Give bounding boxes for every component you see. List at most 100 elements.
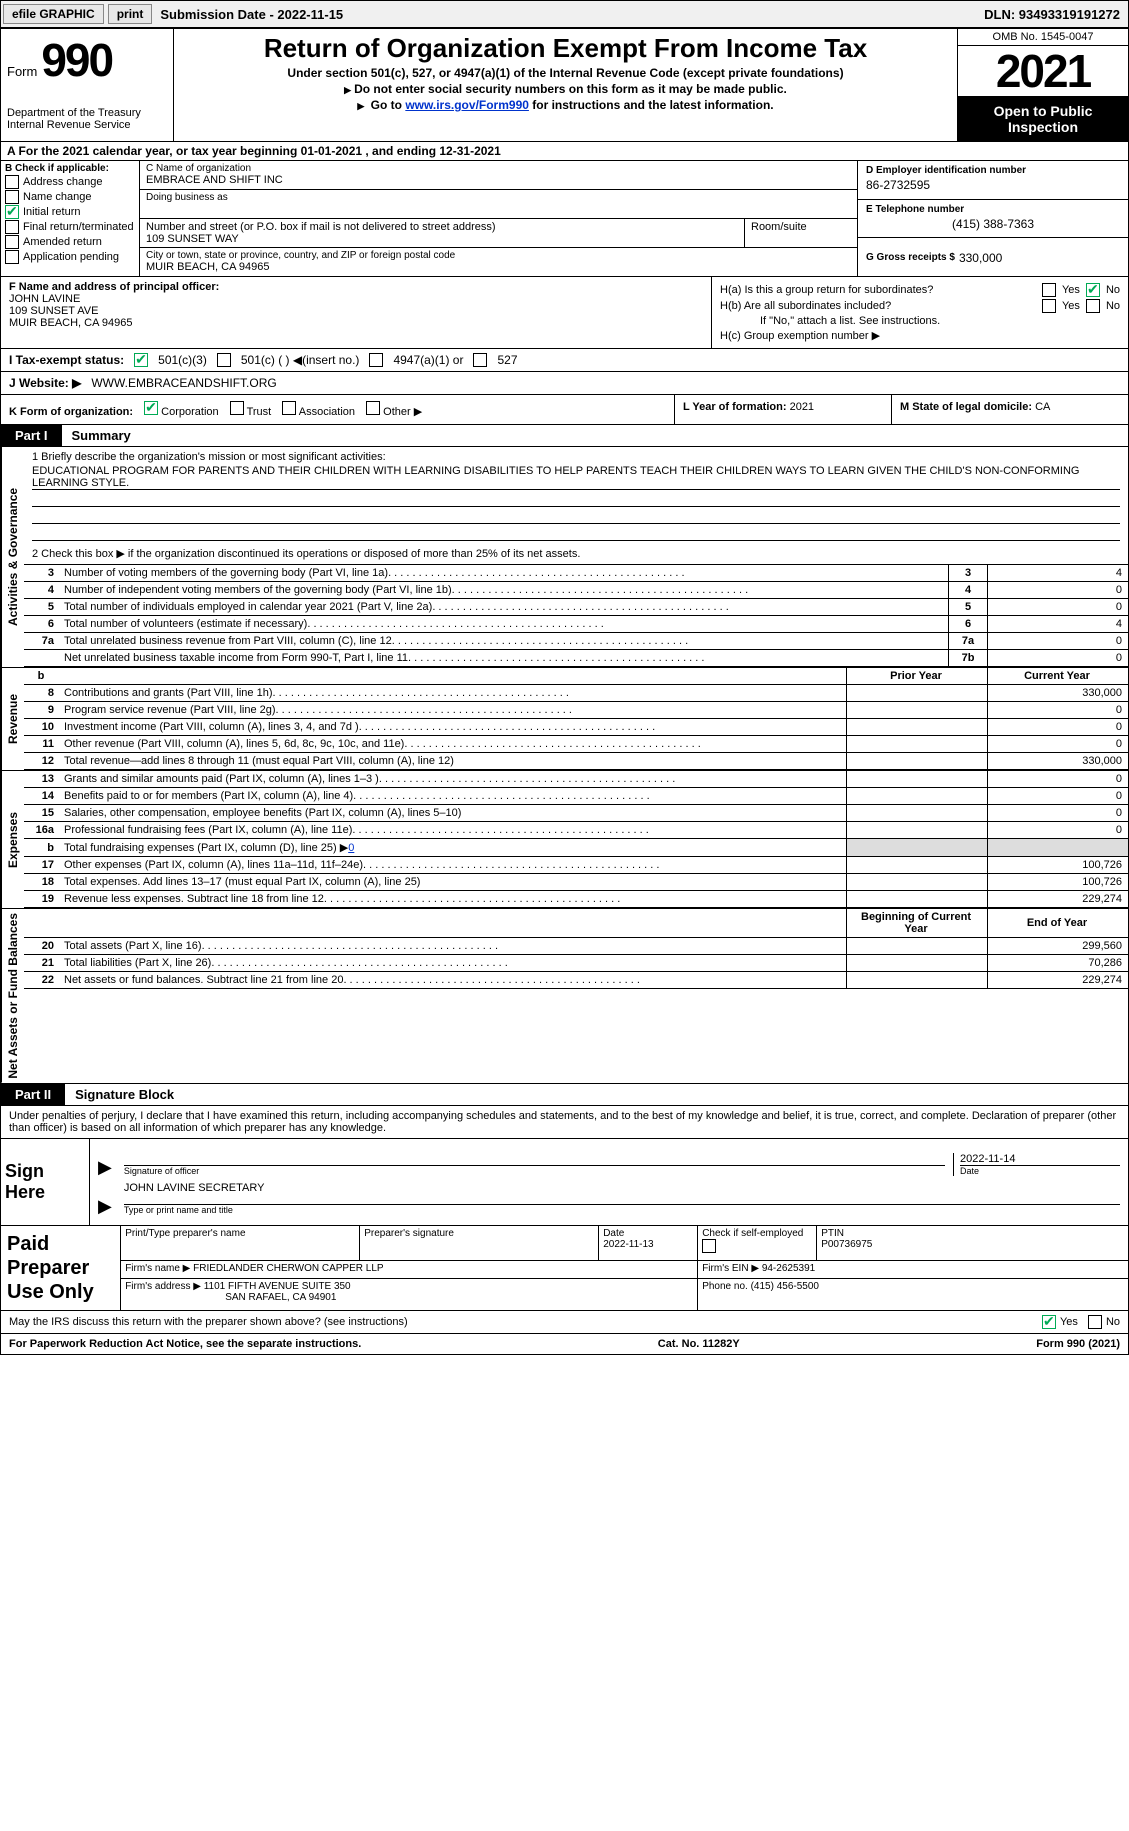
irs-gov-link[interactable]: www.irs.gov/Form990: [405, 98, 529, 112]
chk-app-pending[interactable]: [5, 250, 19, 264]
row-a-calendar-year: A For the 2021 calendar year, or tax yea…: [0, 142, 1129, 161]
ha-no-chk[interactable]: [1086, 283, 1100, 297]
officer-street: 109 SUNSET AVE: [9, 305, 703, 317]
chk-association[interactable]: [282, 401, 296, 415]
vtab-net-assets: Net Assets or Fund Balances: [1, 909, 24, 1083]
city-label: City or town, state or province, country…: [146, 250, 851, 261]
part-1-title: Summary: [62, 425, 141, 446]
chk-4947[interactable]: [369, 353, 383, 367]
name-label: Type or print name and title: [124, 1205, 1120, 1215]
print-button[interactable]: print: [108, 4, 153, 24]
sign-here-block: Sign Here ▶ Signature of officer 2022-11…: [0, 1139, 1129, 1226]
footer-left: For Paperwork Reduction Act Notice, see …: [9, 1338, 361, 1350]
sign-date-label: Date: [960, 1166, 1120, 1176]
triangle-icon: ▶: [98, 1158, 112, 1176]
officer-name: JOHN LAVINE: [9, 293, 703, 305]
part-1-tag: Part I: [1, 425, 62, 446]
dept-treasury: Department of the Treasury Internal Reve…: [7, 107, 167, 131]
expenses-table: 13Grants and similar amounts paid (Part …: [24, 771, 1128, 908]
dln-label: DLN: 93493319191272: [984, 7, 1120, 22]
hb-no-chk[interactable]: [1086, 299, 1100, 313]
officer-signature-field[interactable]: [124, 1143, 945, 1166]
tel-value: (415) 388-7363: [866, 217, 1120, 231]
chk-other[interactable]: [366, 401, 380, 415]
vtab-revenue: Revenue: [1, 668, 24, 770]
irs-yes-chk[interactable]: [1042, 1315, 1056, 1329]
sig-label: Signature of officer: [124, 1166, 945, 1176]
row-i-tax-exempt: I Tax-exempt status: 501(c)(3) 501(c) ( …: [1, 349, 1128, 372]
footer: For Paperwork Reduction Act Notice, see …: [0, 1334, 1129, 1355]
triangle-icon: ▶: [98, 1197, 112, 1215]
chk-501c3[interactable]: [134, 353, 148, 367]
ha-label: H(a) Is this a group return for subordin…: [720, 284, 1036, 296]
chk-initial-return[interactable]: [5, 205, 19, 219]
q1-label: 1 Briefly describe the organization's mi…: [32, 451, 1120, 463]
hb-note: If "No," attach a list. See instructions…: [720, 315, 1120, 327]
room-label: Room/suite: [751, 221, 851, 233]
tax-year: 2021: [958, 46, 1128, 97]
form-word: Form: [7, 64, 37, 79]
org-name-label: C Name of organization: [146, 163, 851, 174]
revenue-table: bPrior YearCurrent Year 8Contributions a…: [24, 668, 1128, 770]
col-b-label: B Check if applicable:: [5, 163, 135, 174]
org-name-value: EMBRACE AND SHIFT INC: [146, 174, 851, 186]
tel-label: E Telephone number: [866, 204, 1120, 215]
chk-corporation[interactable]: [144, 401, 158, 415]
expenses-section: Expenses 13Grants and similar amounts pa…: [0, 771, 1129, 909]
chk-501c[interactable]: [217, 353, 231, 367]
sign-date-value: 2022-11-14: [960, 1153, 1120, 1166]
efile-button[interactable]: efile GRAPHIC: [3, 4, 104, 24]
section-fh: F Name and address of principal officer:…: [0, 277, 1129, 349]
irs-discuss-line: May the IRS discuss this return with the…: [0, 1311, 1129, 1334]
header-center: Return of Organization Exempt From Incom…: [174, 29, 957, 141]
vtab-expenses: Expenses: [1, 771, 24, 908]
chk-self-employed[interactable]: [702, 1239, 716, 1253]
prep-sig-label: Preparer's signature: [360, 1226, 599, 1260]
omb-number: OMB No. 1545-0047: [958, 29, 1128, 46]
paid-preparer-label: Paid Preparer Use Only: [1, 1226, 121, 1310]
officer-name-field: JOHN LAVINE SECRETARY: [124, 1182, 1120, 1205]
form-title: Return of Organization Exempt From Incom…: [184, 33, 947, 64]
subtitle-2: Do not enter social security numbers on …: [184, 82, 947, 96]
prep-name-label: Print/Type preparer's name: [121, 1226, 360, 1260]
col-h-group: H(a) Is this a group return for subordin…: [711, 277, 1128, 348]
row-j-website: J Website: ▶ WWW.EMBRACEANDSHIFT.ORG: [1, 372, 1128, 395]
gross-value: 330,000: [959, 251, 1002, 265]
chk-name-change[interactable]: [5, 190, 19, 204]
website-value: WWW.EMBRACEANDSHIFT.ORG: [91, 376, 276, 390]
footer-right: Form 990 (2021): [1036, 1338, 1120, 1350]
street-label: Number and street (or P.O. box if mail i…: [146, 221, 738, 233]
hc-label: H(c) Group exemption number ▶: [720, 329, 880, 342]
submission-date: Submission Date - 2022-11-15: [160, 7, 343, 22]
part-2-title: Signature Block: [65, 1084, 184, 1105]
street-value: 109 SUNSET WAY: [146, 233, 738, 245]
chk-amended[interactable]: [5, 235, 19, 249]
col-b-checkboxes: B Check if applicable: Address change Na…: [1, 161, 140, 276]
part-2-header: Part II Signature Block: [0, 1084, 1129, 1106]
subtitle-3: Go to www.irs.gov/Form990 for instructio…: [184, 98, 947, 112]
vtab-activities: Activities & Governance: [1, 447, 24, 667]
form-990-page: efile GRAPHIC print Submission Date - 20…: [0, 0, 1129, 1355]
irs-no-chk[interactable]: [1088, 1315, 1102, 1329]
fundraising-link[interactable]: 0: [348, 842, 354, 854]
net-assets-table: Beginning of Current YearEnd of Year 20T…: [24, 909, 1128, 989]
form-number: 990: [41, 33, 112, 87]
revenue-section: Revenue bPrior YearCurrent Year 8Contrib…: [0, 668, 1129, 771]
ein-label: D Employer identification number: [866, 165, 1120, 176]
header-right: OMB No. 1545-0047 2021 Open to Public In…: [957, 29, 1128, 141]
officer-label: F Name and address of principal officer:: [9, 281, 703, 293]
hb-yes-chk[interactable]: [1042, 299, 1056, 313]
dba-label: Doing business as: [146, 192, 851, 203]
chk-527[interactable]: [473, 353, 487, 367]
gov-table: 3Number of voting members of the governi…: [24, 565, 1128, 667]
chk-final-return[interactable]: [5, 220, 19, 234]
preparer-table: Print/Type preparer's name Preparer's si…: [121, 1226, 1128, 1310]
chk-trust[interactable]: [230, 401, 244, 415]
col-f-officer: F Name and address of principal officer:…: [1, 277, 711, 348]
mission-area: 1 Briefly describe the organization's mi…: [24, 447, 1128, 565]
top-bar: efile GRAPHIC print Submission Date - 20…: [0, 0, 1129, 29]
paid-preparer-block: Paid Preparer Use Only Print/Type prepar…: [0, 1226, 1129, 1311]
chk-address-change[interactable]: [5, 175, 19, 189]
ha-yes-chk[interactable]: [1042, 283, 1056, 297]
activities-section: Activities & Governance 1 Briefly descri…: [0, 447, 1129, 668]
